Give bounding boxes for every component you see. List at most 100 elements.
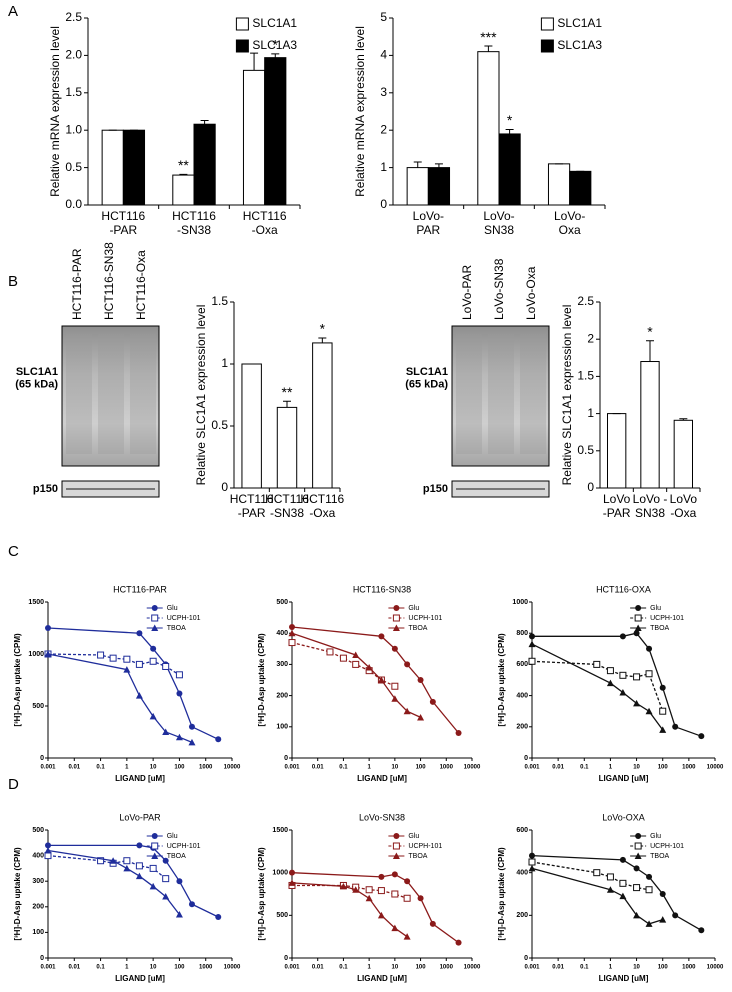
- x-axis-label: LIGAND [uM]: [115, 974, 165, 983]
- point: [645, 886, 653, 894]
- y-tick-label: 0: [524, 955, 528, 962]
- point: [162, 728, 170, 735]
- legend-label: UCPH-101: [650, 843, 684, 850]
- point: [97, 857, 105, 865]
- x-tick-label: 1: [609, 965, 613, 971]
- point: [619, 892, 627, 900]
- point: [149, 657, 157, 665]
- bar: [547, 163, 571, 206]
- curve: [47, 653, 180, 676]
- curve: [531, 660, 664, 712]
- point: [659, 726, 667, 733]
- x-tick-label: 0.1: [339, 965, 348, 971]
- y-tick-label: 500: [32, 827, 44, 834]
- x-tick-label: 10000: [224, 965, 241, 971]
- y-tick-label: 1000: [272, 870, 288, 877]
- x-tick-label: 100: [416, 965, 427, 971]
- error-bar: [484, 45, 493, 52]
- y-axis-label: Relative mRNA expression level: [48, 26, 62, 197]
- legend-label: SLC1A3: [557, 38, 602, 52]
- point: [646, 873, 653, 880]
- legend-label: SLC1A1: [557, 16, 602, 30]
- x-tick-label: 0.001: [40, 965, 56, 971]
- point: [528, 864, 536, 872]
- legend-swatch: [235, 39, 249, 53]
- bar: [569, 170, 592, 206]
- point: [378, 873, 385, 880]
- point: [149, 882, 157, 890]
- y-tick-label: 1.5: [211, 294, 228, 308]
- y-tick-label: 200: [516, 912, 528, 919]
- point: [391, 890, 399, 898]
- error-bar: [318, 337, 327, 343]
- y-axis-label: [³H]-D-Asp uptake (CPM): [13, 633, 22, 727]
- point: [123, 655, 131, 663]
- y-tick-label: 0: [380, 197, 387, 211]
- error-bar: [250, 52, 259, 71]
- y-tick-label: 1500: [272, 827, 288, 834]
- legend-marker: [634, 624, 642, 631]
- point: [162, 893, 170, 900]
- point: [44, 650, 52, 657]
- point: [162, 662, 170, 670]
- x-tick-label: 100: [658, 765, 669, 771]
- legend-marker: [392, 624, 400, 631]
- chart-title: LoVo-OXA: [602, 812, 645, 822]
- bar: [122, 129, 146, 206]
- point: [339, 882, 347, 890]
- legend-label: Glu: [167, 605, 178, 612]
- curve: [47, 653, 193, 744]
- legend-label: UCPH-101: [408, 615, 442, 622]
- legend-marker: [151, 614, 159, 622]
- y-tick-label: 4: [380, 48, 387, 62]
- point: [45, 842, 51, 849]
- chart-title: LoVo-PAR: [119, 812, 161, 822]
- legend-marker: [151, 605, 158, 611]
- point: [135, 872, 143, 880]
- point: [417, 895, 424, 902]
- point: [455, 730, 462, 737]
- legend-marker: [151, 842, 159, 850]
- point: [377, 911, 385, 919]
- point: [633, 884, 641, 892]
- legend-label: UCPH-101: [167, 843, 201, 850]
- legend-label: Glu: [650, 833, 661, 840]
- point: [289, 869, 295, 876]
- y-tick-label: 2: [587, 331, 594, 345]
- point: [659, 891, 666, 897]
- x-tick-label: 0.01: [552, 765, 564, 771]
- error-bar: [283, 400, 291, 408]
- bar: [406, 167, 429, 206]
- y-tick-label: 100: [276, 724, 288, 731]
- lane-label: HCT116-Oxa: [134, 250, 148, 320]
- row-label: SLC1A1 (65 kDa): [15, 366, 58, 391]
- y-tick-label: 200: [516, 724, 528, 731]
- curve: [531, 867, 663, 925]
- x-tick-label: HCT116 -Oxa: [243, 209, 287, 237]
- point: [619, 633, 626, 640]
- point: [645, 920, 653, 927]
- point: [619, 879, 627, 887]
- point: [633, 630, 640, 637]
- point: [429, 920, 436, 927]
- y-tick-label: 0.5: [65, 160, 82, 174]
- point: [528, 640, 536, 648]
- x-tick-label: HCT116 -PAR: [230, 492, 274, 520]
- x-tick-label: 10000: [707, 965, 724, 971]
- y-tick-label: 1.5: [577, 369, 594, 383]
- point: [528, 858, 536, 866]
- legend-label: UCPH-101: [408, 843, 442, 850]
- point: [44, 846, 52, 854]
- legend-swatch: [540, 17, 554, 31]
- point: [135, 692, 143, 699]
- curve: [47, 854, 167, 880]
- panel-letter: D: [8, 776, 19, 793]
- bar: [241, 363, 262, 489]
- point: [404, 878, 411, 885]
- x-tick-label: 0.1: [339, 765, 348, 771]
- x-tick-label: 0.01: [68, 965, 80, 971]
- point: [162, 875, 170, 883]
- legend-label: TBOA: [650, 853, 669, 860]
- curve: [531, 861, 650, 891]
- row-label: SLC1A1 (65 kDa): [405, 366, 448, 391]
